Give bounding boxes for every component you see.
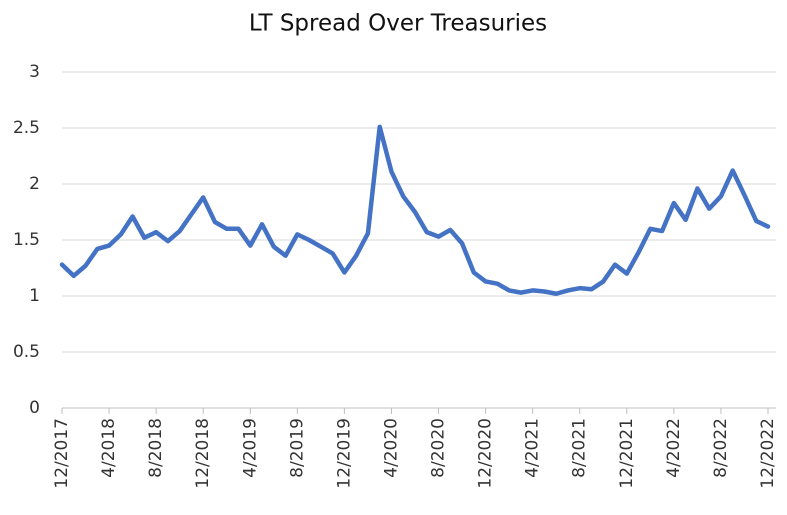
y-tick-label: 0.5	[13, 342, 40, 362]
x-tick-label: 12/2022	[758, 418, 778, 489]
y-tick-label: 2.5	[13, 118, 40, 138]
x-tick-label: 12/2018	[193, 418, 213, 489]
y-tick-label: 0	[29, 398, 40, 418]
x-tick-label: 12/2021	[617, 418, 637, 489]
x-tick-label: 8/2019	[287, 418, 307, 478]
x-tick-label: 4/2019	[240, 418, 260, 478]
x-tick-label: 4/2018	[99, 418, 119, 478]
x-tick-label: 4/2021	[523, 418, 543, 478]
x-tick-label: 12/2019	[334, 418, 354, 489]
y-tick-label: 3	[29, 62, 40, 82]
data-line	[59, 124, 771, 297]
chart-title: LT Spread Over Treasuries	[249, 11, 547, 37]
y-tick-label: 2	[29, 174, 40, 194]
x-tick-label: 4/2022	[664, 418, 684, 478]
x-tick-label: 8/2022	[711, 418, 731, 478]
x-tick-label: 4/2020	[381, 418, 401, 478]
x-tick-label: 12/2017	[52, 418, 72, 489]
x-tick-label: 8/2018	[146, 418, 166, 478]
x-tick-label: 8/2020	[429, 418, 449, 478]
y-tick-label: 1.5	[13, 230, 40, 250]
x-tick-label: 8/2021	[570, 418, 590, 478]
y-tick-label: 1	[29, 286, 40, 306]
x-tick-label: 12/2020	[476, 418, 496, 489]
